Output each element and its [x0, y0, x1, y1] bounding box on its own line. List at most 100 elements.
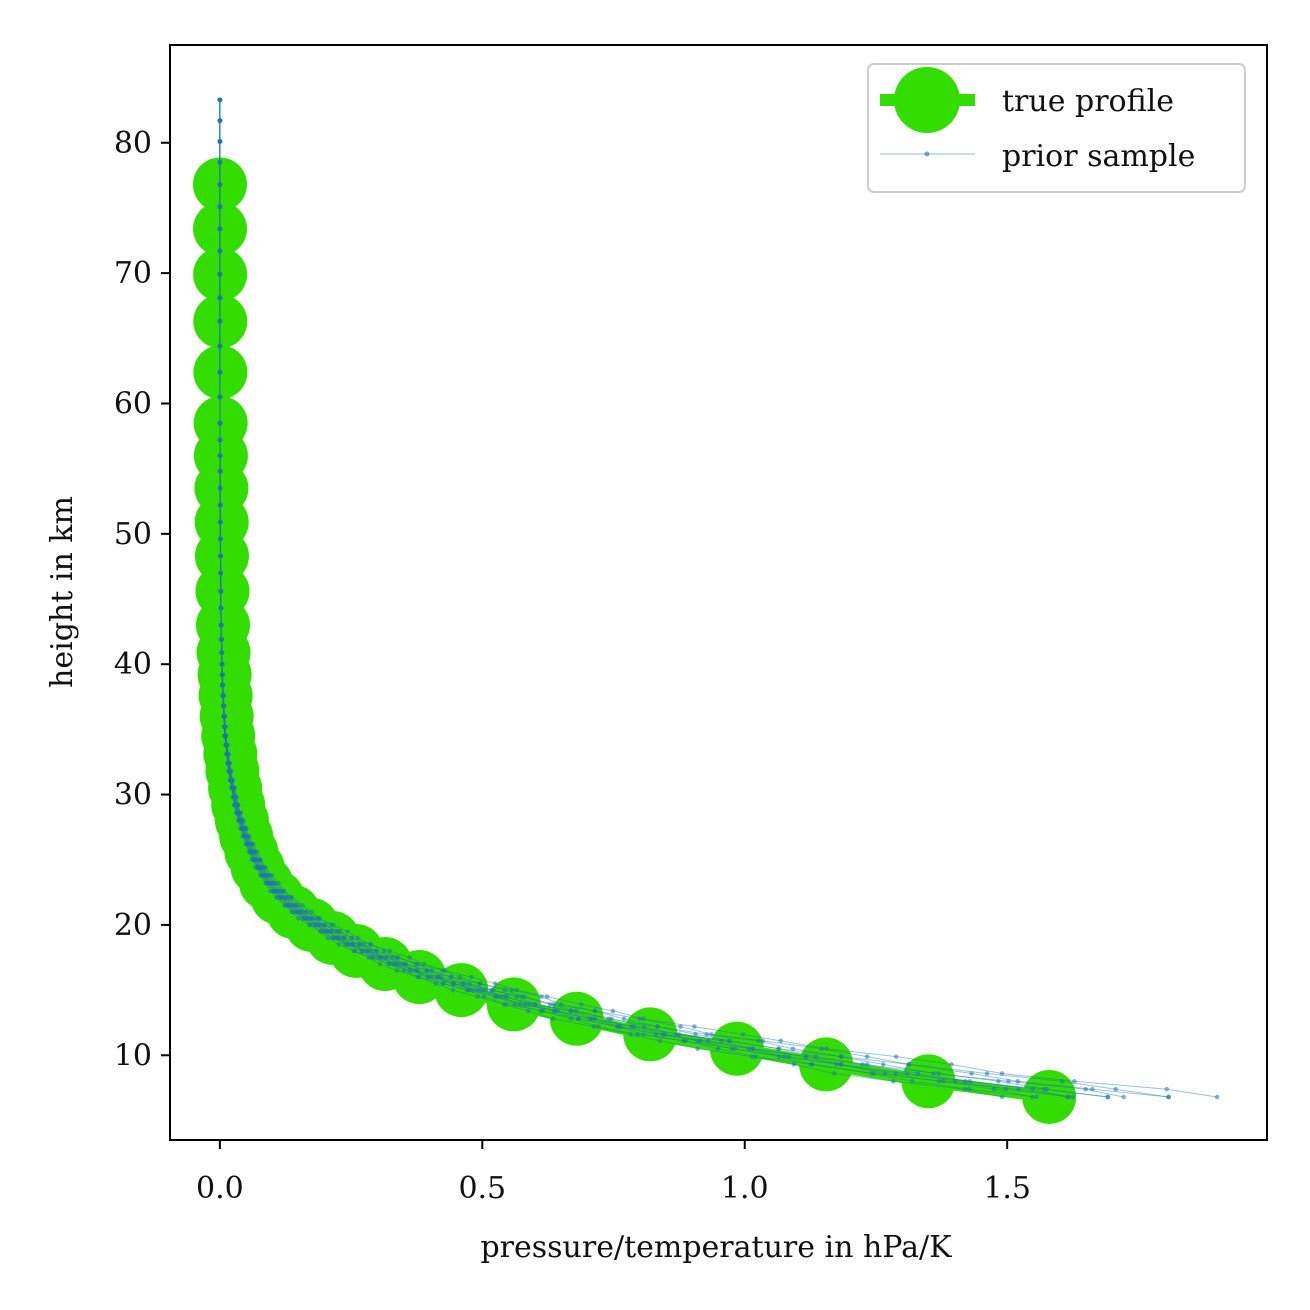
prior-sample-point — [217, 204, 223, 209]
prior-sample-point — [407, 955, 412, 960]
prior-sample-point — [234, 794, 239, 800]
prior-sample-point — [893, 1071, 899, 1076]
prior-sample-point — [962, 1086, 968, 1092]
prior-sample-point — [469, 974, 474, 980]
prior-sample-point — [438, 974, 444, 980]
prior-sample-point — [217, 226, 223, 232]
prior-sample-point — [1214, 1094, 1220, 1100]
prior-sample-point — [450, 987, 456, 993]
prior-sample-point — [576, 1016, 581, 1022]
prior-sample-point — [227, 760, 233, 766]
prior-sample-point — [351, 942, 356, 947]
prior-sample-series — [217, 97, 1220, 1100]
prior-sample-point — [387, 948, 393, 954]
prior-sample-point — [467, 981, 472, 986]
prior-sample-point — [222, 714, 228, 719]
prior-sample-point — [308, 916, 314, 921]
prior-sample-point — [1030, 1094, 1035, 1100]
prior-sample-point — [804, 1054, 809, 1059]
prior-sample-point — [678, 1024, 683, 1029]
prior-sample-point — [662, 1032, 668, 1037]
prior-sample-point — [217, 319, 223, 324]
prior-sample-point — [635, 1032, 640, 1037]
prior-sample-point — [474, 987, 480, 993]
prior-sample-point — [967, 1079, 973, 1084]
prior-sample-point — [492, 994, 498, 999]
prior-sample-point — [217, 502, 223, 508]
prior-sample-point — [416, 974, 422, 980]
prior-sample-point — [217, 485, 223, 491]
prior-sample-point — [915, 1071, 921, 1076]
prior-sample-point — [706, 1038, 711, 1044]
prior-sample-point — [698, 1038, 703, 1044]
prior-sample-point — [776, 1054, 782, 1059]
prior-sample-point — [824, 1046, 829, 1052]
prior-sample-point — [999, 1071, 1005, 1076]
prior-sample-point — [218, 605, 224, 611]
prior-sample-point — [880, 1062, 886, 1067]
prior-sample-point — [421, 961, 427, 967]
prior-sample-point — [568, 1016, 574, 1022]
prior-sample-point — [316, 922, 321, 928]
legend: true profile prior sample — [867, 63, 1246, 193]
prior-sample-point — [740, 1032, 746, 1037]
prior-sample-point — [258, 857, 264, 863]
prior-sample-point — [729, 1046, 735, 1052]
prior-sample-point — [220, 682, 226, 688]
prior-sample-point — [415, 961, 421, 967]
prior-sample-point — [269, 873, 275, 878]
prior-sample-point — [502, 987, 508, 993]
prior-sample-point — [709, 1032, 714, 1037]
true-profile-point — [901, 1054, 956, 1109]
prior-sample-point — [219, 661, 225, 667]
y-axis-label: height in km — [45, 496, 80, 688]
prior-sample-point — [221, 693, 226, 698]
prior-sample-point — [218, 536, 223, 542]
prior-sample-point — [1044, 1086, 1049, 1092]
prior-sample-point — [641, 1024, 647, 1029]
prior-sample-point — [551, 1002, 556, 1007]
prior-sample-point — [232, 785, 238, 791]
prior-sample-point — [1089, 1086, 1095, 1092]
prior-sample-point — [345, 942, 351, 947]
prior-sample-point — [525, 1008, 531, 1014]
prior-sample-point — [217, 295, 223, 301]
prior-sample-point — [969, 1071, 974, 1076]
prior-sample-point — [547, 1002, 553, 1007]
prior-sample-point — [1105, 1094, 1110, 1100]
prior-sample-point — [368, 942, 374, 947]
prior-sample-point — [322, 922, 328, 928]
prior-sample-point — [217, 182, 223, 187]
prior-sample-point — [558, 1002, 564, 1007]
prior-sample-point — [1016, 1086, 1021, 1092]
prior-sample-point — [522, 1002, 528, 1007]
prior-sample-point — [1121, 1094, 1127, 1100]
prior-sample-point — [509, 987, 515, 993]
prior-sample-point — [374, 948, 379, 954]
prior-sample-point — [308, 909, 314, 915]
prior-sample-point — [1003, 1086, 1009, 1092]
prior-sample-point — [906, 1062, 912, 1067]
prior-sample-point — [715, 1046, 721, 1052]
prior-sample-point — [864, 1054, 870, 1059]
prior-sample-point — [217, 118, 223, 123]
prior-sample-point — [414, 968, 420, 973]
prior-sample-point — [218, 588, 224, 594]
prior-sample-point — [429, 968, 434, 973]
prior-sample-point — [544, 994, 550, 999]
prior-sample-point — [653, 1032, 659, 1037]
prior-sample-point — [218, 570, 224, 576]
prior-sample-point — [407, 968, 412, 973]
prior-sample-point — [386, 961, 392, 967]
prior-sample-point — [692, 1024, 697, 1029]
prior-sample-point — [217, 394, 223, 400]
prior-sample-point — [230, 777, 235, 783]
prior-sample-point — [241, 818, 246, 823]
prior-sample-point — [966, 1086, 972, 1092]
prior-sample-point — [592, 1008, 598, 1014]
x-axis: 0.0 0.5 1.0 1.5 — [196, 1140, 1031, 1206]
prior-sample-point — [337, 929, 343, 934]
prior-sample-point — [891, 1079, 896, 1084]
prior-sample-point — [949, 1062, 954, 1067]
prior-sample-point — [1071, 1079, 1077, 1084]
